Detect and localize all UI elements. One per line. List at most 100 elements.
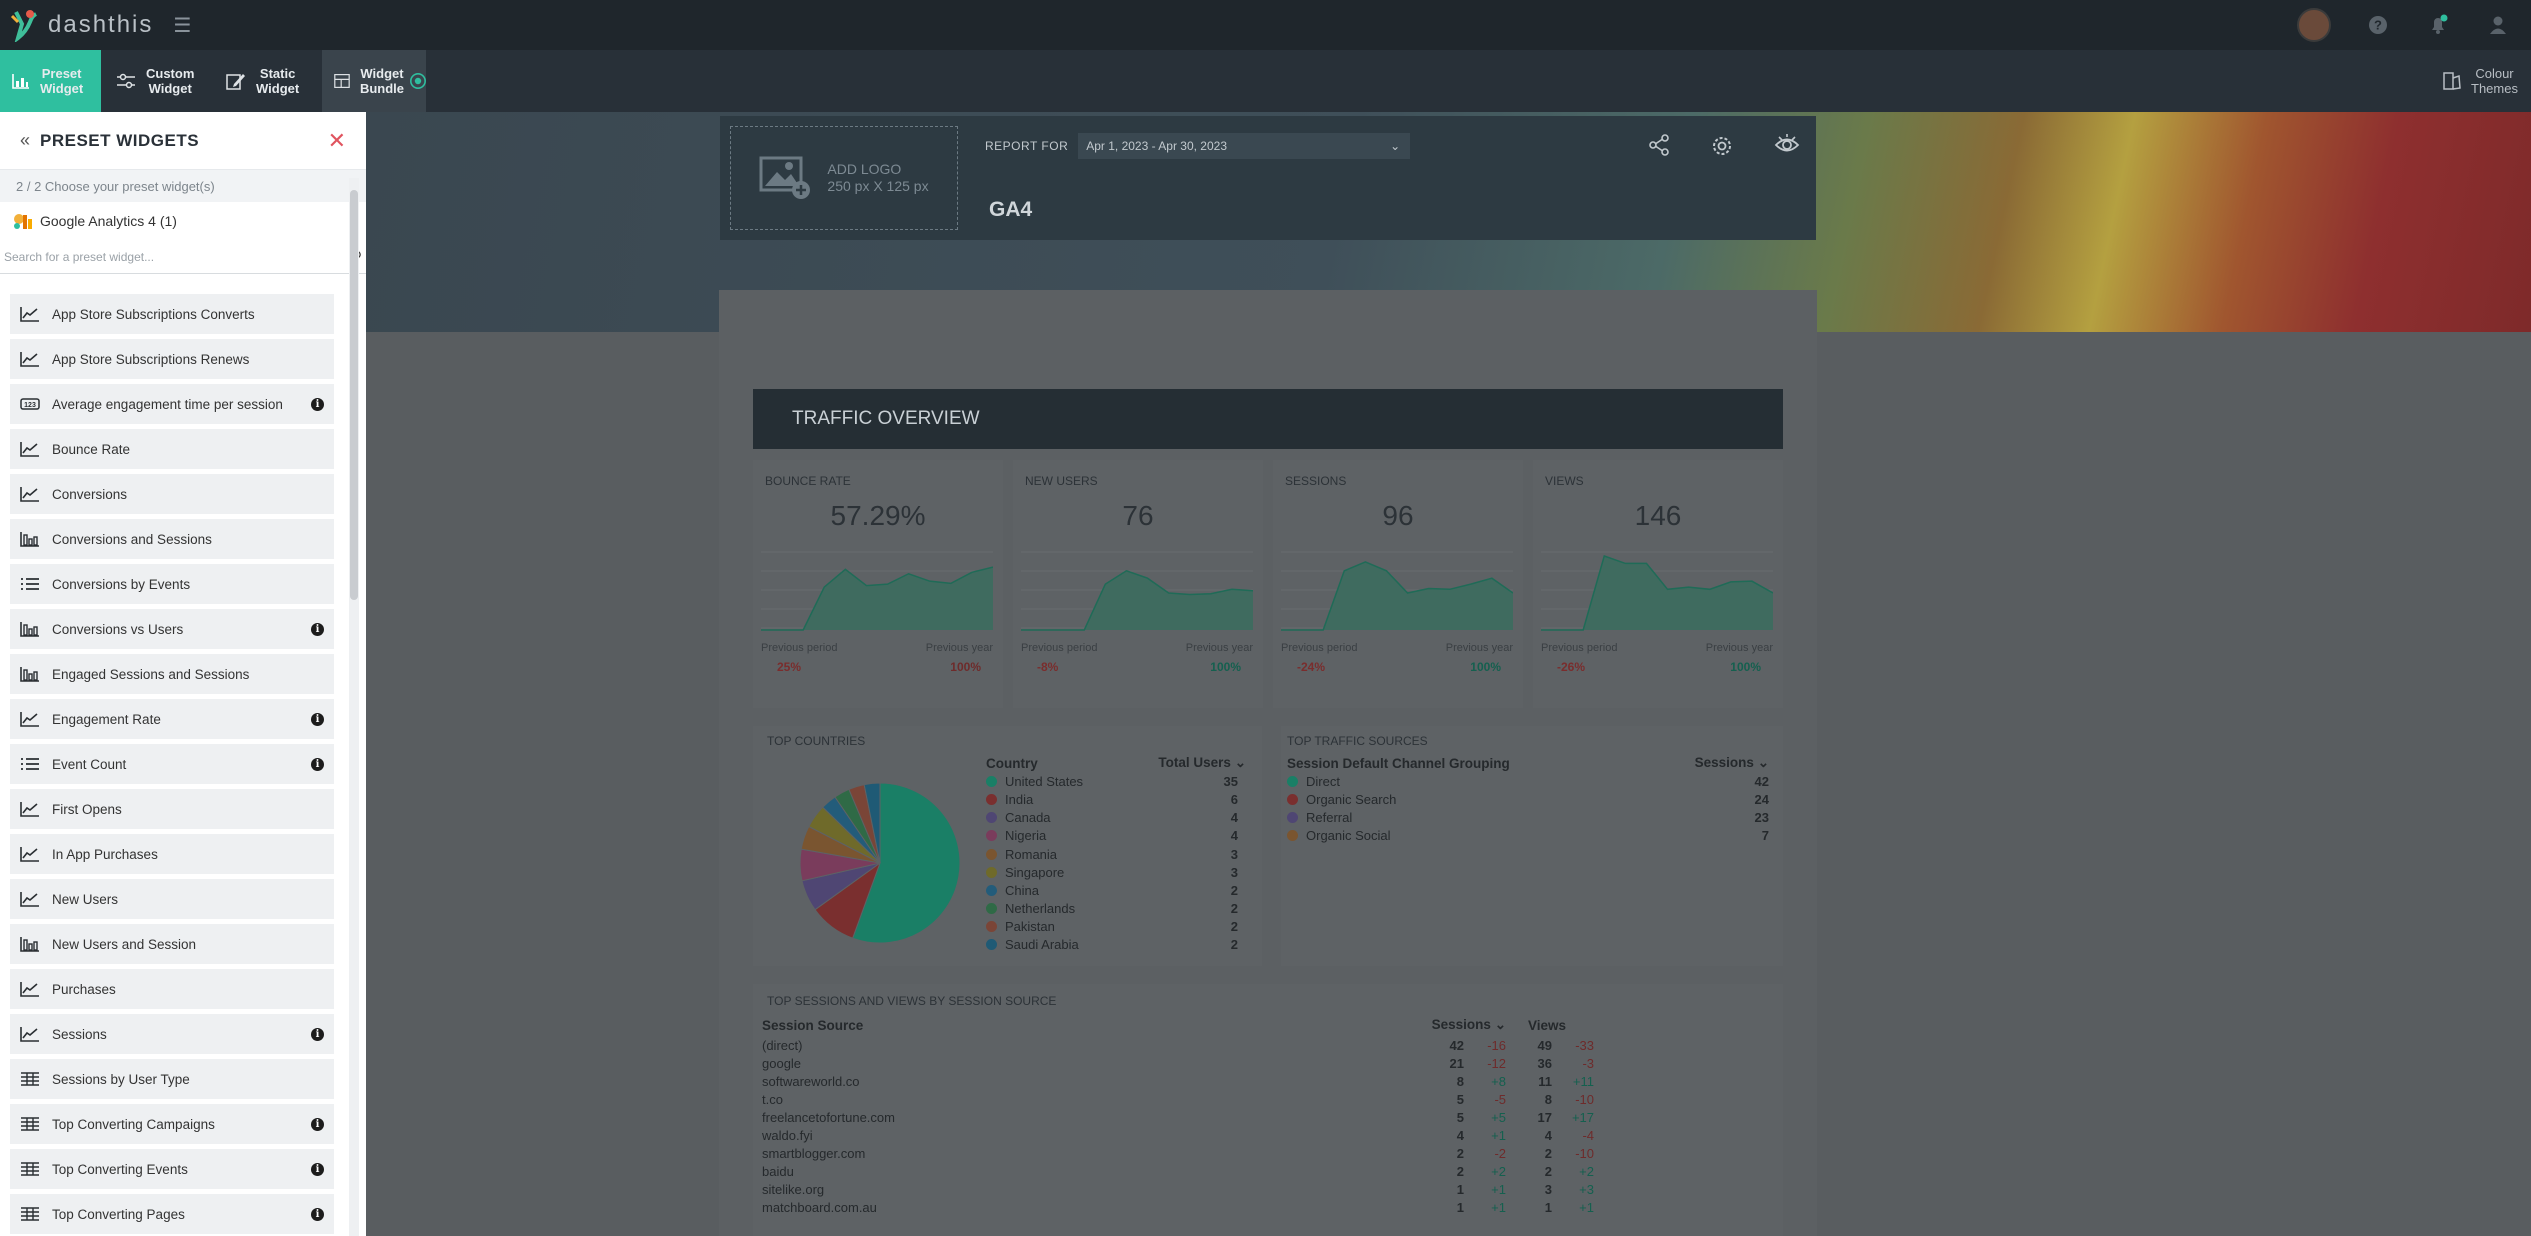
widget-search[interactable]: Search for a preset widget... ⚲ [0, 240, 366, 274]
sessions-sort-header[interactable]: Sessions ⌄ [1431, 1017, 1506, 1032]
custom-widget-button[interactable]: Custom Widget [104, 50, 202, 112]
top-countries-widget[interactable]: TOP COUNTRIES Country Total Users ⌄ Unite… [753, 726, 1262, 966]
preset-widget-button[interactable]: Preset Widget [0, 50, 101, 112]
add-logo-label: ADD LOGO [827, 161, 902, 177]
info-icon[interactable]: i [311, 622, 324, 636]
widget-list-item[interactable]: Top Converting Campaigns i [10, 1104, 334, 1144]
top-traffic-sources-widget[interactable]: TOP TRAFFIC SOURCES Session Default Chan… [1281, 726, 1783, 966]
widget-list-item[interactable]: Event Count i [10, 744, 334, 784]
widget-list-item[interactable]: App Store Subscriptions Converts [10, 294, 334, 334]
bell-icon[interactable] [2425, 12, 2451, 38]
report-name[interactable]: GA4 [989, 198, 1033, 221]
traffic-source-value: 42 [1754, 773, 1769, 789]
user-icon[interactable] [2485, 12, 2511, 38]
sidebar-scrollbar[interactable] [349, 178, 359, 1236]
gear-icon[interactable] [1710, 134, 1734, 158]
share-icon[interactable] [1648, 134, 1670, 156]
widget-list-item[interactable]: Top Converting Events i [10, 1149, 334, 1189]
widget-list-item[interactable]: Conversions by Events [10, 564, 334, 604]
country-row: India 6 [986, 790, 1246, 808]
views-value: 11 [1538, 1073, 1552, 1089]
add-logo-area[interactable]: ADD LOGO 250 px X 125 px [730, 126, 958, 230]
sessions-value: 8 [1456, 1073, 1464, 1089]
country-value: 4 [1230, 828, 1238, 844]
kpi-card[interactable]: SESSIONS 96 Previous period Previous year -2… [1273, 460, 1523, 708]
widget-list-item[interactable]: Conversions and Sessions [10, 519, 334, 559]
widget-list-item[interactable]: Engagement Rate i [10, 699, 334, 739]
widget-item-label: Conversions and Sessions [52, 531, 212, 547]
widget-list: App Store Subscriptions Converts App Stor… [0, 284, 366, 1236]
menu-icon[interactable]: ☰ [173, 14, 192, 37]
info-icon[interactable]: i [311, 712, 324, 726]
widget-list-item[interactable]: Conversions vs Users i [10, 609, 334, 649]
session-source-name: smartblogger.com [762, 1146, 866, 1162]
country-row: Romania 3 [986, 845, 1246, 863]
widget-list-item[interactable]: Sessions by User Type [10, 1059, 334, 1099]
traffic-source-row: Direct 42 [1287, 772, 1769, 790]
total-users-column-header[interactable]: Total Users ⌄ [1158, 755, 1246, 771]
line-chart-icon [20, 890, 42, 908]
sessions-column-header[interactable]: Sessions ⌄ [1694, 755, 1769, 771]
scrollbar-thumb[interactable] [350, 190, 358, 600]
static-label-2: Widget [256, 81, 300, 96]
custom-label-2: Widget [148, 81, 192, 96]
avatar[interactable] [2297, 8, 2331, 42]
country-row: Singapore 3 [986, 863, 1246, 881]
session-source-table: Session Source Sessions ⌄ Views (direct)… [762, 1014, 1762, 1217]
widget-list-item[interactable]: First Opens [10, 789, 334, 829]
country-value: 6 [1230, 791, 1238, 807]
kpi-label: SESSIONS [1285, 474, 1347, 488]
kpi-card[interactable]: NEW USERS 76 Previous period Previous year -… [1013, 460, 1263, 708]
widget-list-item[interactable]: New Users and Session [10, 924, 334, 964]
help-icon[interactable]: ? [2365, 12, 2391, 38]
kpi-card[interactable]: VIEWS 146 Previous period Previous year -26%… [1533, 460, 1783, 708]
collapse-icon[interactable]: « [20, 130, 31, 150]
info-icon[interactable]: i [311, 1027, 324, 1041]
close-icon[interactable]: ✕ [327, 127, 346, 153]
svg-text:?: ? [2374, 18, 2382, 33]
info-icon[interactable]: i [311, 757, 324, 771]
widget-list-item[interactable]: Top Converting Pages i [10, 1194, 334, 1234]
widget-list-item[interactable]: 123 Average engagement time per session i [10, 384, 334, 424]
widget-item-label: Sessions [52, 1026, 107, 1042]
static-widget-button[interactable]: Static Widget [214, 50, 314, 112]
session-source-row: freelancetofortune.com 5 +5 17 +17 [762, 1108, 1762, 1126]
session-source-widget[interactable]: TOP SESSIONS AND VIEWS BY SESSION SOURCE [753, 984, 1783, 1236]
country-value: 2 [1230, 937, 1238, 953]
info-icon[interactable]: i [311, 1117, 324, 1131]
widget-bundle-button[interactable]: Widget Bundle [322, 50, 426, 112]
line-chart-icon [20, 1025, 42, 1043]
widget-item-label: Event Count [52, 756, 127, 772]
line-chart-icon [20, 485, 42, 503]
legend-dot [1287, 775, 1298, 787]
widget-list-item[interactable]: Engaged Sessions and Sessions [10, 654, 334, 694]
widget-item-label: Sessions by User Type [52, 1071, 190, 1087]
search-input[interactable]: Search for a preset widget... [4, 249, 155, 264]
preset-label-1: Preset [41, 66, 82, 81]
data-source-selector[interactable]: Google Analytics 4 (1) [0, 202, 366, 240]
widget-list-item[interactable]: Sessions i [10, 1014, 334, 1054]
widget-list-item[interactable]: In App Purchases [10, 834, 334, 874]
traffic-source-row: Organic Social 7 [1287, 827, 1769, 845]
sparkline-area [1021, 570, 1253, 630]
sessions-col-label: Sessions [1431, 1017, 1491, 1032]
widget-list-item[interactable]: New Users [10, 879, 334, 919]
widget-list-item[interactable]: Conversions [10, 474, 334, 514]
widget-list-item[interactable]: Purchases [10, 969, 334, 1009]
kpi-card[interactable]: BOUNCE RATE 57.29% Previous period Previous… [753, 460, 1003, 708]
info-icon[interactable]: i [311, 1207, 324, 1221]
widget-list-item[interactable]: Bounce Rate [10, 429, 334, 469]
sparkline-chart [761, 551, 993, 631]
info-icon[interactable]: i [311, 1162, 324, 1176]
session-source-row: google 21 -12 36 -3 [762, 1054, 1762, 1072]
widget-item-label: App Store Subscriptions Renews [52, 351, 250, 367]
info-icon[interactable]: i [311, 397, 324, 411]
chart-icon [12, 74, 29, 89]
legend-dot [986, 884, 997, 896]
date-range-select[interactable]: Apr 1, 2023 - Apr 30, 2023 ⌄ [1078, 133, 1411, 159]
preview-eye-icon[interactable] [1774, 134, 1800, 156]
colour-themes-button[interactable]: Colour Themes [2431, 50, 2531, 112]
dashthis-logo[interactable]: dashthis [10, 8, 153, 42]
widget-list-item[interactable]: App Store Subscriptions Renews [10, 339, 334, 379]
sessions-delta: -5 [1494, 1091, 1506, 1107]
